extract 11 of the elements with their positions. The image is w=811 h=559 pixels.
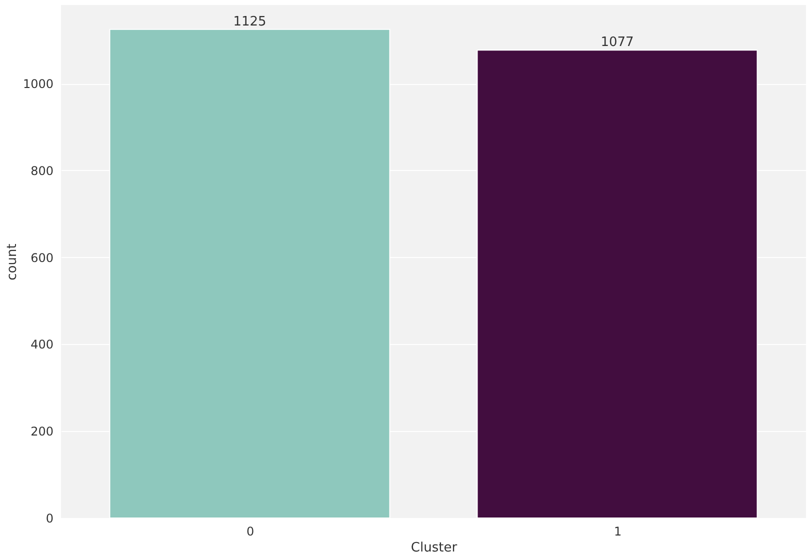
y-tick-label: 600 (30, 250, 54, 265)
data-label: 1077 (600, 35, 634, 50)
y-tick-label: 200 (30, 424, 54, 439)
y-axis-title: count (4, 244, 20, 280)
y-tick-label: 800 (30, 164, 54, 178)
y-tick-label: 1000 (22, 77, 54, 92)
y-tick-label: 400 (30, 338, 54, 352)
y-tick-label: 0 (46, 512, 54, 526)
data-label: 1125 (233, 14, 266, 30)
x-axis-title: Cluster (410, 540, 458, 556)
x-tick-label: 1 (614, 524, 622, 538)
